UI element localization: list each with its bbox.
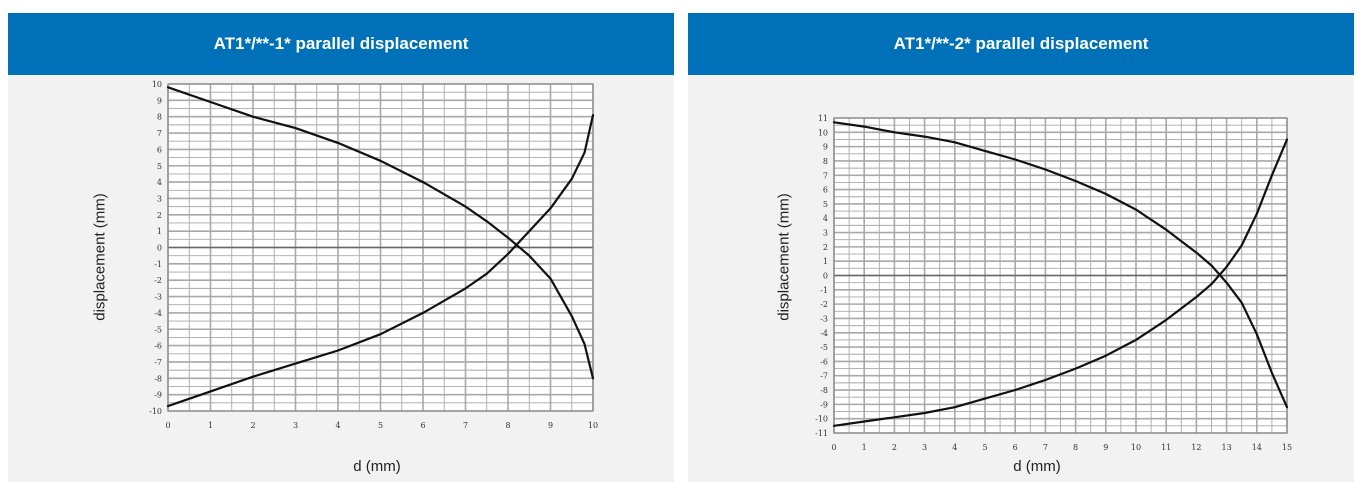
y-tick-label: -5 [154, 325, 162, 334]
y-tick-label: 7 [157, 129, 162, 138]
y-tick-label: 5 [157, 162, 162, 171]
x-tick-label: 8 [505, 421, 510, 430]
y-tick-label: -10 [815, 415, 828, 424]
chart-body: -11 -10 -9 -8 -7 -6 -5 -4 -3 -2 -1 0 1 2 3 4 5 6 7 8 9 10 11 0 1… [688, 75, 1354, 482]
x-tick-label: 3 [293, 421, 298, 430]
y-tick-label: 5 [823, 200, 828, 209]
x-tick-label: 14 [1252, 443, 1262, 452]
x-tick-label: 4 [952, 443, 957, 452]
y-tick-label: -3 [820, 314, 828, 323]
y-tick-label: 9 [157, 96, 162, 105]
x-tick-label: 13 [1222, 443, 1232, 452]
y-tick-label: 8 [823, 157, 828, 166]
x-tick-label: 12 [1191, 443, 1201, 452]
y-axis-label: displacement (mm) [91, 193, 109, 321]
y-tick-label: -8 [154, 374, 162, 383]
y-tick-label: 10 [152, 80, 162, 89]
y-tick-label: 6 [823, 186, 828, 195]
y-tick-label: -1 [154, 260, 162, 269]
y-tick-label: 0 [823, 272, 828, 281]
x-tick-label: 7 [1043, 443, 1048, 452]
series-line-2 [832, 138, 1289, 427]
y-tick-label: -4 [820, 329, 828, 338]
y-tick-label: 9 [823, 143, 828, 152]
y-tick-label: 4 [157, 178, 162, 187]
y-tick-label: -1 [820, 286, 828, 295]
y-tick-label: -2 [154, 276, 162, 285]
chart-panel-1: AT1*/**-1* parallel displacement -10 -9 -8… [8, 13, 674, 482]
y-tick-label: -6 [154, 342, 162, 351]
y-tick-label: -8 [820, 386, 828, 395]
y-tick-label: -6 [820, 357, 828, 366]
x-tick-label: 8 [1073, 443, 1078, 452]
y-axis-label: displacement (mm) [775, 193, 793, 321]
y-tick-label: -2 [820, 300, 828, 309]
x-tick-label: 15 [1282, 443, 1292, 452]
x-tick-label: 1 [862, 443, 867, 452]
x-tick-label: 2 [250, 421, 255, 430]
y-tick-label: 11 [818, 114, 828, 123]
y-tick-label: 2 [823, 243, 828, 252]
y-tick-label: 7 [823, 171, 828, 180]
y-tick-label: 0 [157, 244, 162, 253]
x-tick-label: 6 [420, 421, 425, 430]
y-tick-label: 6 [157, 145, 162, 154]
chart-title: AT1*/**-1* parallel displacement [8, 13, 674, 75]
y-tick-label: 8 [157, 113, 162, 122]
y-tick-label: 4 [823, 214, 828, 223]
x-tick-label: 3 [922, 443, 927, 452]
x-tick-label: 9 [548, 421, 553, 430]
chart-panel-2: AT1*/**-2* parallel displacement -11 -10-… [688, 13, 1354, 482]
chart-body: -10 -9 -8 -7 -6 -5 -4 -3 -2 -1 0 1 2 3 4 5 6 7 8 9 10 0 1 2 3 4 5 6… [8, 75, 674, 482]
y-tick-label: 1 [823, 257, 828, 266]
chart-title: AT1*/**-2* parallel displacement [688, 13, 1354, 75]
y-tick-label: -9 [154, 391, 162, 400]
y-tick-label: 10 [818, 128, 828, 137]
x-tick-label: 0 [165, 421, 170, 430]
x-axis-label: d (mm) [1013, 458, 1061, 475]
x-tick-label: 2 [892, 443, 897, 452]
x-tick-label: 1 [208, 421, 213, 430]
x-axis-label: d (mm) [353, 458, 401, 475]
y-tick-label: -4 [154, 309, 162, 318]
y-tick-label: -9 [820, 400, 828, 409]
x-tick-label: 0 [831, 443, 836, 452]
x-tick-label: 9 [1103, 443, 1108, 452]
x-tick-label: 4 [335, 421, 340, 430]
series-line-2 [166, 113, 595, 408]
y-tick-label: 3 [157, 194, 162, 203]
x-tick-label: 5 [378, 421, 383, 430]
y-tick-label: 3 [823, 229, 828, 238]
x-tick-label: 6 [1013, 443, 1018, 452]
x-tick-label: 5 [982, 443, 987, 452]
y-tick-label: -3 [154, 293, 162, 302]
y-tick-label: -11 [815, 429, 828, 438]
y-tick-label: 2 [157, 211, 162, 220]
x-tick-label: 10 [588, 421, 598, 430]
plot-frame [833, 117, 1288, 434]
x-tick-label: 10 [1131, 443, 1141, 452]
x-tick-label: 7 [463, 421, 468, 430]
y-tick-label: -5 [820, 343, 828, 352]
y-tick-label: -10 [149, 407, 162, 416]
y-tick-label: -7 [154, 358, 162, 367]
series-line-1 [832, 121, 1289, 409]
x-tick-label: 11 [1161, 443, 1171, 452]
plot-frame [167, 83, 594, 412]
series-line-1 [166, 86, 595, 380]
y-tick-label: 1 [157, 227, 162, 236]
y-tick-label: -7 [820, 372, 828, 381]
